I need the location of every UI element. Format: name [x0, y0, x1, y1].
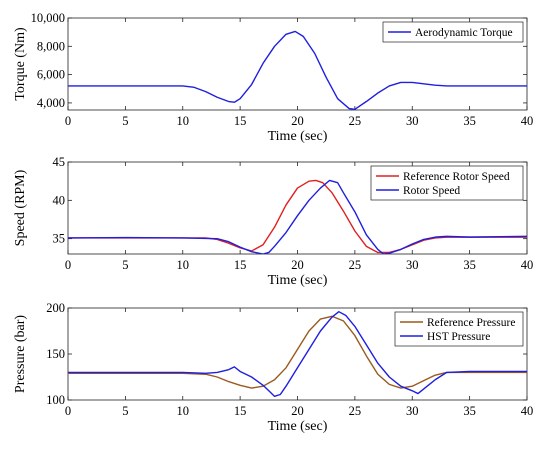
speed-x-tick-label: 40	[521, 258, 534, 272]
pressure-x-axis-label: Time (sec)	[268, 419, 328, 434]
pressure-y-axis-label: Pressure (bar)	[13, 315, 28, 393]
pressure-y-tick-label: 150	[46, 347, 65, 361]
pressure-y-tick-label: 200	[46, 301, 65, 315]
pressure-series-line-reference-pressure	[68, 315, 527, 389]
speed-y-axis-label: Speed (RPM)	[13, 169, 28, 246]
torque-x-tick-label: 35	[463, 114, 476, 128]
torque-y-axis-label: Torque (Nm)	[13, 27, 28, 101]
speed-x-axis-label: Time (sec)	[268, 273, 328, 288]
speed-x-tick-label: 0	[65, 258, 71, 272]
torque-legend-entry: Aerodynamic Torque	[415, 27, 513, 39]
pressure-series-line-hst-pressure	[68, 310, 527, 398]
torque-x-tick-label: 40	[521, 114, 534, 128]
torque-x-tick-label: 10	[177, 114, 190, 128]
torque-y-tick-label: 10,000	[31, 11, 65, 25]
speed-y-tick-label: 35	[53, 232, 66, 246]
speed-y-tick-label: 45	[53, 155, 66, 169]
speed-x-tick-label: 20	[291, 258, 304, 272]
speed-x-tick-label: 5	[122, 258, 128, 272]
speed-chart: 0 5 10 15 20 25 30 35 40 35 40 45 Time (sec) Speed (R…	[13, 155, 533, 288]
pressure-x-tick-label: 5	[122, 404, 128, 418]
speed-x-tick-label: 35	[463, 258, 476, 272]
torque-y-tick-label: 6,000	[37, 68, 65, 82]
torque-x-tick-label: 0	[65, 114, 71, 128]
torque-legend	[382, 21, 524, 43]
speed-x-tick-label: 10	[177, 258, 190, 272]
pressure-legend-entry: HST Pressure	[427, 331, 490, 343]
pressure-x-tick-label: 20	[291, 404, 304, 418]
torque-x-tick-label: 25	[349, 114, 362, 128]
pressure-x-tick-label: 0	[65, 404, 71, 418]
speed-legend	[370, 165, 524, 201]
pressure-x-tick-label: 15	[234, 404, 247, 418]
torque-y-tick-label: 8,000	[37, 39, 65, 53]
torque-series-line-aerodynamic-torque	[68, 30, 527, 110]
torque-x-tick-label: 30	[406, 114, 419, 128]
speed-series-line-rotor-speed	[68, 179, 527, 254]
pressure-legend-entry: Reference Pressure	[427, 317, 515, 329]
speed-legend-entry: Reference Rotor Speed	[403, 171, 510, 183]
torque-x-tick-label: 20	[291, 114, 304, 128]
pressure-x-tick-label: 25	[349, 404, 362, 418]
speed-x-tick-label: 25	[349, 258, 362, 272]
speed-y-tick-label: 40	[53, 193, 66, 207]
pressure-x-tick-label: 40	[521, 404, 534, 418]
speed-x-tick-label: 30	[406, 258, 419, 272]
torque-x-axis-label: Time (sec)	[268, 129, 328, 144]
pressure-x-tick-label: 35	[463, 404, 476, 418]
speed-x-tick-label: 15	[234, 258, 247, 272]
torque-chart: 0 5 10 15 20 25 30 35 40 4,000 6,000 8,000 10,000 Tim…	[13, 11, 533, 144]
torque-x-tick-label: 15	[234, 114, 247, 128]
pressure-y-tick-label: 100	[46, 393, 65, 407]
pressure-x-tick-label: 30	[406, 404, 419, 418]
torque-x-tick-label: 5	[122, 114, 128, 128]
pressure-chart: 0 5 10 15 20 25 30 35 40 100 150 200 Time (sec) Press…	[13, 301, 533, 434]
torque-y-tick-label: 4,000	[37, 96, 65, 110]
pressure-legend	[394, 311, 524, 347]
pressure-x-tick-label: 10	[177, 404, 190, 418]
speed-legend-entry: Rotor Speed	[403, 185, 460, 197]
